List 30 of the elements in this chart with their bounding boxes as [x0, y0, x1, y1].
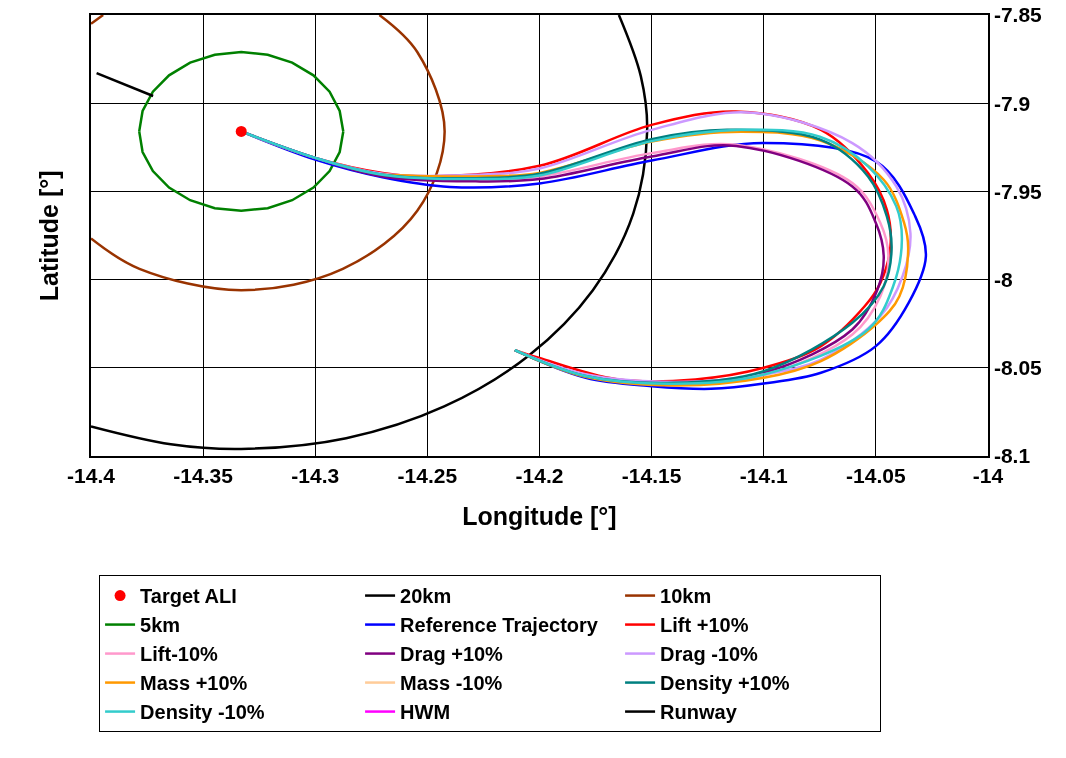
legend-label: Mass -10% [400, 672, 503, 695]
legend-label: Runway [660, 701, 738, 724]
legend-label: Lift +10% [660, 614, 749, 637]
legend-label: Target ALI [140, 585, 237, 608]
legend-label: HWM [400, 701, 451, 724]
legend-label: Reference Trajectory [400, 614, 599, 637]
x-tick-label: -14.15 [621, 463, 682, 487]
x-tick-label: -14.4 [67, 463, 116, 487]
y-tick-label: -7.9 [993, 91, 1031, 115]
legend-label: 20km [400, 585, 452, 608]
y-tick-label: -7.95 [993, 179, 1043, 203]
legend-label: Density +10% [660, 672, 790, 695]
legend-label: Density -10% [140, 701, 265, 724]
legend-label: Lift-10% [140, 643, 219, 666]
x-tick-label: -14.35 [173, 463, 234, 487]
legend-label: Drag -10% [660, 643, 759, 666]
y-tick-label: -7.85 [993, 3, 1043, 27]
legend-label: 5km [140, 614, 181, 637]
x-tick-label: -14.1 [739, 463, 788, 487]
x-tick-label: -14.05 [846, 463, 906, 487]
x-tick-label: -14.2 [515, 463, 564, 487]
legend-label: 10km [660, 585, 712, 608]
y-tick-label: -8 [993, 267, 1013, 291]
x-tick-label: -14.3 [291, 463, 340, 487]
x-tick-label: -14.25 [397, 463, 458, 487]
legend-label: Drag +10% [400, 643, 504, 666]
y-axis-title: Latitude [°] [35, 170, 64, 302]
legend-label: Mass +10% [140, 672, 248, 695]
y-tick-label: -8.05 [993, 356, 1043, 380]
x-axis-title: Longitude [°] [462, 502, 617, 531]
